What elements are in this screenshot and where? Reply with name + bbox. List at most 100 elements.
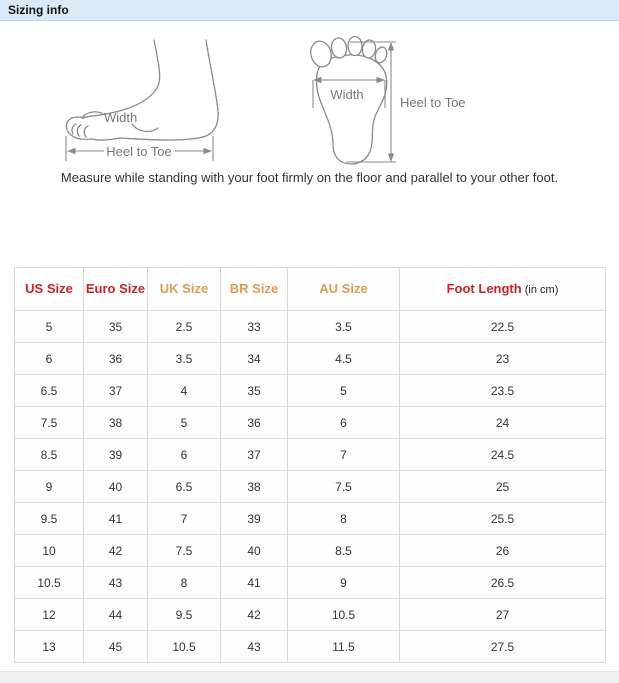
side-heel-to-toe-label: Heel to Toe — [106, 144, 172, 159]
table-row: 13 45 10.5 43 11.5 27.5 — [14, 630, 606, 663]
size-cell: 41 — [83, 502, 148, 535]
sole-width-arrow-icon — [312, 76, 386, 108]
size-cell: 38 — [83, 406, 148, 439]
heel-to-toe-arrow-icon — [65, 136, 214, 161]
size-cell: 5 — [287, 374, 400, 407]
table-row: 7.5 38 5 36 6 24 — [14, 406, 606, 439]
foot-side-view-diagram: Width Heel to Toe — [65, 39, 219, 161]
size-cell: 44 — [83, 598, 148, 631]
size-cell: 9 — [287, 566, 400, 599]
size-cell: 6 — [147, 438, 221, 471]
size-cell: 37 — [83, 374, 148, 407]
size-cell: 4 — [147, 374, 221, 407]
size-cell: 27.5 — [399, 630, 606, 663]
column-header: BR Size — [220, 267, 288, 311]
size-cell: 42 — [83, 534, 148, 567]
size-cell: 26 — [399, 534, 606, 567]
size-cell: 7 — [147, 502, 221, 535]
bottom-strip — [0, 671, 619, 683]
table-row: 6 36 3.5 34 4.5 23 — [14, 342, 606, 375]
size-cell: 39 — [83, 438, 148, 471]
size-cell: 35 — [220, 374, 288, 407]
size-cell: 5 — [14, 310, 84, 343]
size-cell: 6.5 — [147, 470, 221, 503]
size-cell: 43 — [220, 630, 288, 663]
size-cell: 10.5 — [14, 566, 84, 599]
size-cell: 38 — [220, 470, 288, 503]
column-header: AU Size — [287, 267, 400, 311]
size-cell: 7.5 — [14, 406, 84, 439]
size-cell: 26.5 — [399, 566, 606, 599]
size-cell: 36 — [220, 406, 288, 439]
size-table: US Size Euro Size UK Size BR Size AU Size Foo… — [14, 267, 606, 663]
size-cell: 10 — [14, 534, 84, 567]
table-row: 10.5 43 8 41 9 26.5 — [14, 566, 606, 599]
size-cell: 42 — [220, 598, 288, 631]
size-cell: 8 — [147, 566, 221, 599]
size-cell: 39 — [220, 502, 288, 535]
size-cell: 12 — [14, 598, 84, 631]
size-cell: 22.5 — [399, 310, 606, 343]
size-cell: 36 — [83, 342, 148, 375]
size-cell: 11.5 — [287, 630, 400, 663]
size-cell: 41 — [220, 566, 288, 599]
size-cell: 24.5 — [399, 438, 606, 471]
size-cell: 5 — [147, 406, 221, 439]
column-header: Foot Length (in cm) — [399, 267, 606, 311]
size-cell: 6 — [14, 342, 84, 375]
size-cell: 2.5 — [147, 310, 221, 343]
size-cell: 27 — [399, 598, 606, 631]
column-header: Euro Size — [83, 267, 148, 311]
size-cell: 23 — [399, 342, 606, 375]
size-cell: 10.5 — [147, 630, 221, 663]
size-cell: 33 — [220, 310, 288, 343]
foot-side-outline-icon — [65, 39, 219, 141]
side-width-label: Width — [104, 110, 137, 125]
page-title: Sizing info — [8, 3, 69, 17]
size-cell: 7.5 — [287, 470, 400, 503]
size-cell: 8.5 — [14, 438, 84, 471]
size-cell: 9.5 — [147, 598, 221, 631]
size-cell: 23.5 — [399, 374, 606, 407]
table-row: 6.5 37 4 35 5 23.5 — [14, 374, 606, 407]
size-cell: 24 — [399, 406, 606, 439]
foot-sole-view-diagram: Width Heel to Toe — [310, 36, 466, 165]
table-row: 5 35 2.5 33 3.5 22.5 — [14, 310, 606, 343]
size-cell: 35 — [83, 310, 148, 343]
size-cell: 10.5 — [287, 598, 400, 631]
table-row: 12 44 9.5 42 10.5 27 — [14, 598, 606, 631]
size-cell: 25 — [399, 470, 606, 503]
size-table-body: 5 35 2.5 33 3.5 22.5 6 36 3.5 34 4.5 23 6.5 37 4 35 5 23.… — [14, 310, 606, 663]
size-cell: 6.5 — [14, 374, 84, 407]
size-cell: 9.5 — [14, 502, 84, 535]
foot-length-unit: (in cm) — [521, 283, 559, 296]
size-cell: 3.5 — [287, 310, 400, 343]
table-row: 8.5 39 6 37 7 24.5 — [14, 438, 606, 471]
size-cell: 13 — [14, 630, 84, 663]
size-cell: 37 — [220, 438, 288, 471]
size-cell: 3.5 — [147, 342, 221, 375]
size-cell: 25.5 — [399, 502, 606, 535]
size-cell: 9 — [14, 470, 84, 503]
column-header: UK Size — [147, 267, 221, 311]
column-header: US Size — [14, 267, 84, 311]
titlebar: Sizing info — [0, 0, 619, 21]
size-cell: 4.5 — [287, 342, 400, 375]
table-row: 9.5 41 7 39 8 25.5 — [14, 502, 606, 535]
sole-width-label: Width — [330, 87, 363, 102]
size-cell: 40 — [83, 470, 148, 503]
size-cell: 7.5 — [147, 534, 221, 567]
sole-heel-to-toe-label: Heel to Toe — [400, 95, 466, 110]
measure-instruction: Measure while standing with your foot fi… — [60, 170, 559, 185]
size-cell: 8 — [287, 502, 400, 535]
size-cell: 45 — [83, 630, 148, 663]
table-row: 9 40 6.5 38 7.5 25 — [14, 470, 606, 503]
size-cell: 34 — [220, 342, 288, 375]
size-cell: 8.5 — [287, 534, 400, 567]
size-cell: 43 — [83, 566, 148, 599]
size-table-header-row: US Size Euro Size UK Size BR Size AU Size Foo… — [14, 267, 606, 311]
size-cell: 40 — [220, 534, 288, 567]
table-row: 10 42 7.5 40 8.5 26 — [14, 534, 606, 567]
sole-heel-to-toe-arrow-icon — [346, 41, 396, 163]
